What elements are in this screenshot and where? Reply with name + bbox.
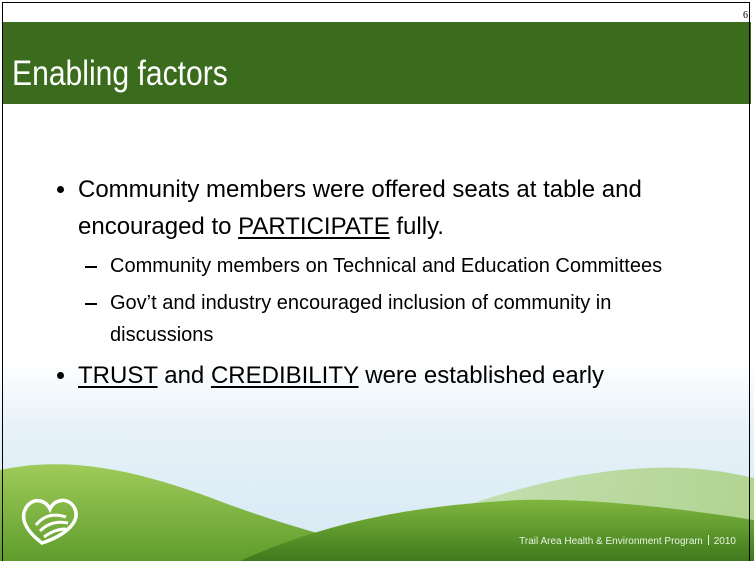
- bullet-text: were established early: [358, 362, 605, 389]
- footer-separator: [707, 535, 709, 545]
- slide-title: Enabling factors: [12, 54, 228, 93]
- underlined-text: TRUST: [78, 362, 158, 389]
- footer-organization: Trail Area Health & Environment Program: [519, 536, 703, 547]
- logo: [21, 498, 78, 545]
- header-band: [3, 22, 751, 104]
- bullet-dash: [85, 266, 97, 268]
- underlined-text: CREDIBILITY: [210, 362, 359, 389]
- bullet: Community members were offered seats at …: [57, 171, 698, 245]
- footer-year: 2010: [713, 536, 736, 547]
- bullet-dot: [57, 372, 64, 379]
- bullet-dot: [57, 186, 64, 193]
- bullet-text: fully.: [389, 213, 444, 240]
- bullet-dash: [85, 303, 97, 305]
- page-number: 6: [743, 10, 748, 21]
- bullet-text: Gov’t and industry encouraged inclusion …: [110, 292, 612, 346]
- bullet-list: Community members were offered seats at …: [57, 171, 698, 394]
- bullet: TRUST and CREDIBILITY were established e…: [57, 357, 698, 394]
- sub-bullet: Gov’t and industry encouraged inclusion …: [85, 287, 685, 351]
- footer: Trail Area Health & Environment Program 2…: [519, 535, 736, 547]
- bullet-text: and: [157, 362, 211, 389]
- hill-front: [240, 499, 754, 561]
- sub-bullet: Community members on Technical and Educa…: [85, 250, 685, 282]
- bullet-text: Community members on Technical and Educa…: [110, 255, 663, 277]
- bullet-text: Community members were offered seats at …: [78, 176, 642, 240]
- underlined-text: PARTICIPATE: [238, 213, 390, 240]
